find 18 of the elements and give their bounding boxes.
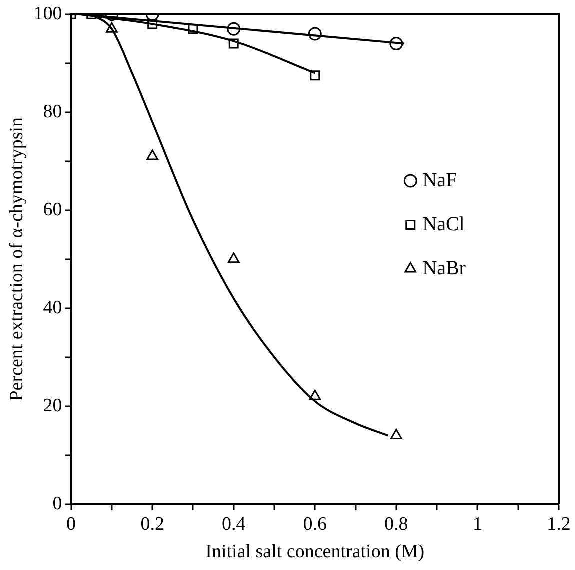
y-tick-label: 80 bbox=[43, 101, 62, 122]
legend-label: NaCl bbox=[422, 213, 466, 236]
y-tick-label: 100 bbox=[34, 3, 62, 24]
y-tick-label: 0 bbox=[52, 493, 62, 514]
x-tick-label: 0.4 bbox=[222, 514, 246, 535]
x-tick-label: 0.8 bbox=[384, 514, 408, 535]
y-tick-label: 60 bbox=[43, 199, 62, 220]
y-tick-label: 40 bbox=[43, 297, 62, 318]
legend-label: NaBr bbox=[422, 257, 466, 280]
x-tick-label: 0.6 bbox=[303, 514, 328, 535]
y-axis-title: Percent extraction of α-chymotrypsin bbox=[6, 117, 28, 402]
x-tick-label: 1.2 bbox=[547, 514, 571, 535]
x-tick-label: 1 bbox=[472, 514, 482, 535]
legend-label: NaF bbox=[422, 169, 458, 192]
y-tick-label: 20 bbox=[43, 395, 62, 416]
x-tick-label: 0 bbox=[66, 514, 76, 535]
x-tick-label: 0.2 bbox=[140, 514, 164, 535]
x-axis-title: Initial salt concentration (M) bbox=[206, 542, 425, 563]
